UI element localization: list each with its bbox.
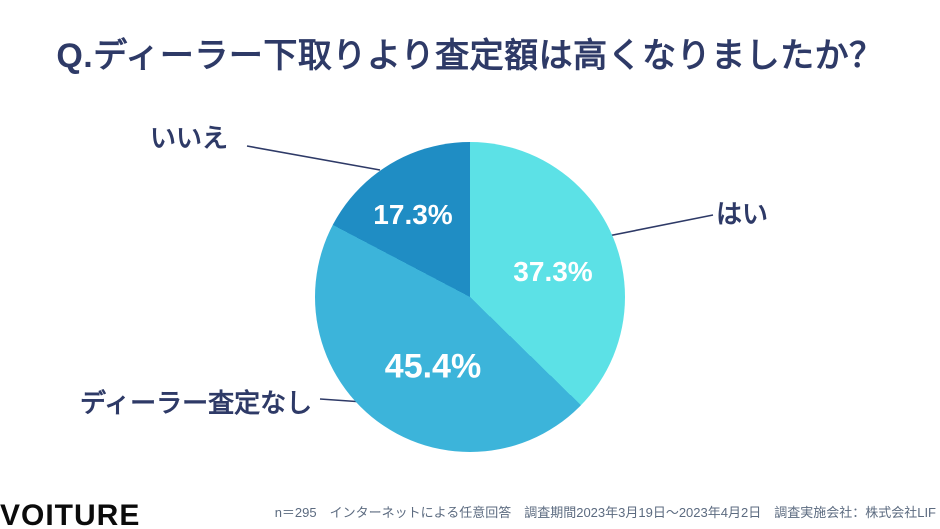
pie-label-dealer-none: ディーラー査定なし: [80, 388, 313, 418]
pie-value-dealer-none: 45.4%: [384, 347, 482, 386]
pie-chart: [315, 142, 625, 452]
pie-label-yes: はい: [716, 199, 769, 229]
chart-title: Q.ディーラー下取りより査定額は高くなりましたか？: [56, 37, 884, 75]
pie-value-yes: 37.3%: [513, 256, 593, 287]
survey-footnote: n＝295 インターネットによる任意回答 調査期間2023年3月19日～2023…: [274, 505, 936, 520]
leader-line-yes: [597, 214, 714, 239]
pie-value-no: 17.3%: [373, 199, 453, 230]
leader-line-no: [246, 145, 381, 171]
brand-logo: VOITURE: [0, 499, 141, 529]
pie-label-no: いいえ: [150, 123, 229, 153]
